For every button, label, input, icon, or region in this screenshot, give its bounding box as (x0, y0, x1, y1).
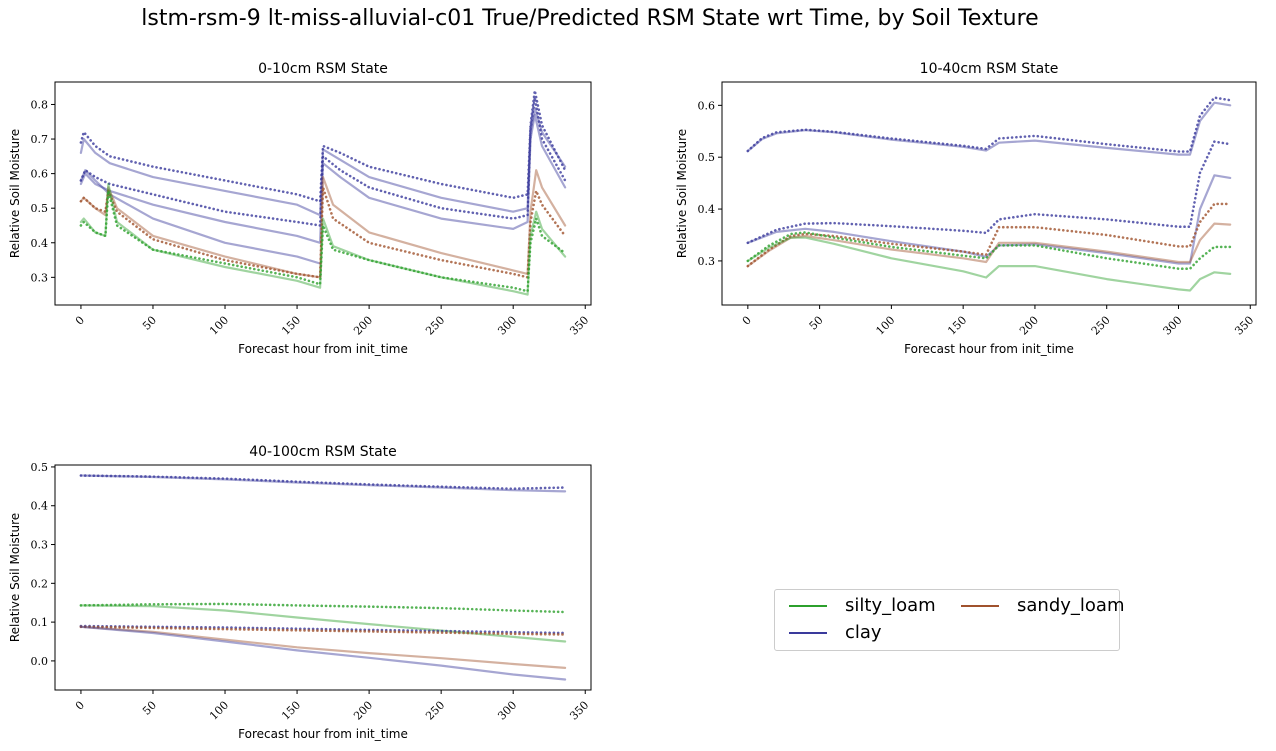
y-tick-label: 0.2 (31, 577, 49, 590)
series-line-sandy-loam-predicted-5 (79, 625, 567, 636)
series-line-silty-loam-predicted-2 (79, 602, 567, 614)
figure-title: lstm-rsm-9 lt-miss-alluvial-c01 True/Pre… (141, 6, 1039, 31)
x-tick-label: 200 (351, 699, 375, 723)
x-axis-label: Forecast hour from init_time (238, 342, 408, 356)
y-axis-label: Relative Soil Moisture (8, 129, 22, 258)
series-line-clay-true-7 (79, 625, 567, 681)
y-tick-label: 0.6 (31, 168, 49, 181)
series-line-sandy-loam-predicted-5 (746, 202, 1232, 268)
plot-area (79, 474, 567, 681)
series-line-clay-true-2 (79, 113, 567, 244)
chart-title: 40-100cm RSM State (249, 444, 397, 460)
y-tick-label: 0.4 (31, 500, 49, 513)
y-axis-label: Relative Soil Moisture (8, 513, 22, 642)
axes-frame (721, 81, 1257, 306)
x-tick-label: 150 (279, 699, 303, 723)
x-tick-label: 0 (73, 699, 87, 713)
legend-item-silty-loam: silty_loam (789, 595, 936, 616)
series-line-silty-loam-predicted-8 (79, 189, 567, 293)
series-line-clay-true-0 (79, 474, 567, 493)
y-tick-label: 0.4 (698, 203, 716, 216)
legend-swatch-clay (789, 631, 827, 634)
series-line-clay-predicted-1 (79, 474, 567, 491)
legend-label-clay: clay (845, 622, 882, 643)
chart-title: 10-40cm RSM State (920, 61, 1059, 77)
x-axis-label: Forecast hour from init_time (238, 727, 408, 741)
y-tick-label: 0.1 (31, 616, 49, 629)
y-tick-label: 0.3 (31, 539, 49, 552)
y-tick-label: 0.5 (698, 151, 716, 164)
legend-swatch-sandy-loam (961, 604, 999, 607)
x-axis-label: Forecast hour from init_time (904, 342, 1074, 356)
axes-frame (54, 81, 592, 306)
series-line-clay-predicted-3 (79, 96, 567, 227)
y-tick-label: 0.7 (31, 133, 49, 146)
y-tick-label: 0.8 (31, 98, 49, 111)
x-tick-label: 100 (207, 699, 231, 723)
plot-area (746, 96, 1232, 292)
series-line-clay-true-4 (79, 169, 322, 265)
chart-title: 0-10cm RSM State (258, 61, 388, 77)
y-tick-label: 0.6 (698, 99, 716, 112)
series-line-sandy-loam-true-6 (79, 625, 567, 670)
legend-label-sandy-loam: sandy_loam (1017, 595, 1125, 616)
y-tick-label: 0.3 (698, 255, 716, 268)
y-tick-label: 0.5 (31, 202, 49, 215)
x-tick-label: 250 (423, 699, 447, 723)
legend-label-silty-loam: silty_loam (845, 595, 936, 616)
plot-area (79, 89, 567, 296)
y-tick-label: 0.4 (31, 237, 49, 250)
axes-frame (54, 464, 592, 691)
x-tick-label: 300 (495, 699, 519, 723)
x-tick-label: 350 (567, 699, 591, 723)
y-tick-label: 0.0 (31, 655, 49, 668)
y-axis-label: Relative Soil Moisture (675, 129, 689, 258)
series-line-clay-predicted-4 (79, 624, 567, 635)
series-line-clay-predicted-1 (746, 96, 1232, 153)
y-tick-label: 0.5 (31, 461, 49, 474)
series-line-silty-loam-true-3 (79, 604, 567, 643)
legend-item-sandy-loam: sandy_loam (961, 595, 1124, 616)
series-line-silty-loam-predicted-6 (746, 231, 1232, 271)
series-line-silty-loam-true-7 (746, 236, 1232, 292)
x-tick-label: 50 (140, 699, 159, 718)
series-line-clay-predicted-2 (746, 140, 1232, 245)
legend-item-clay: clay (789, 622, 882, 643)
legend: silty_loam sandy_loam clay (774, 589, 1124, 651)
legend-swatch-silty-loam (789, 604, 827, 607)
series-line-sandy-loam-predicted-6 (79, 186, 567, 279)
y-tick-label: 0.3 (31, 271, 49, 284)
